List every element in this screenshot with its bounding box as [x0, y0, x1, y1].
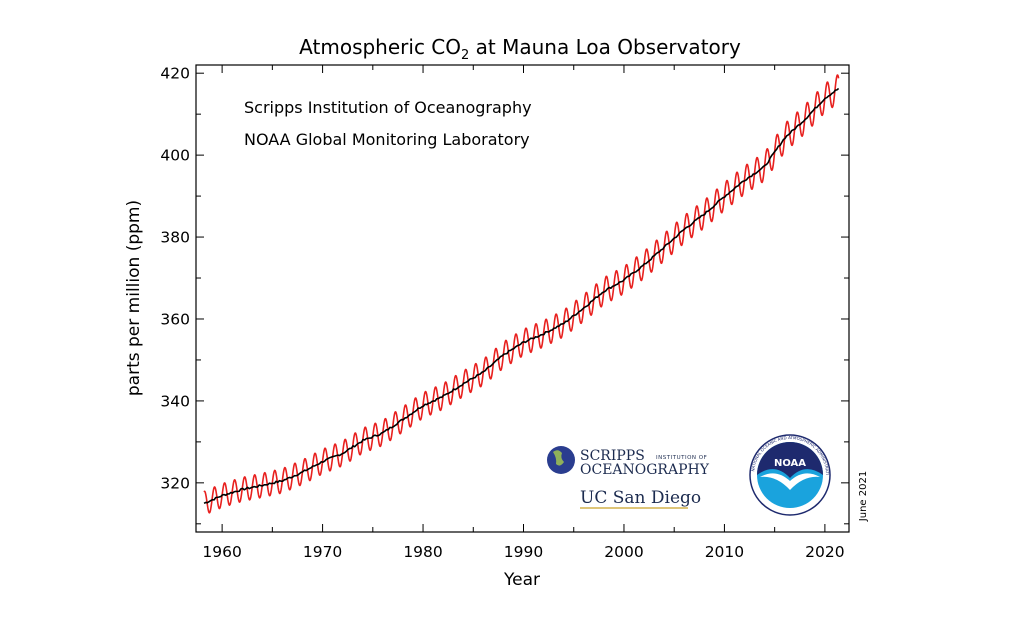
y-tick-label: 400 [160, 147, 190, 165]
y-tick-label: 360 [160, 310, 190, 328]
x-tick-label: 2000 [604, 543, 643, 561]
y-tick-label: 320 [160, 474, 190, 492]
chart-title: Atmospheric CO2 at Mauna Loa Observatory [299, 35, 741, 63]
chart-title-subscript: 2 [461, 48, 469, 63]
noaa-seal-word: NOAA [774, 458, 806, 469]
y-tick-label: 340 [160, 392, 190, 410]
date-note: June 2021 [858, 471, 869, 522]
scripps-logo: SCRIPPS INSTITUTION OF OCEANOGRAPHY UC S… [547, 446, 710, 509]
y-tick-label: 380 [160, 229, 190, 247]
plot-frame [195, 64, 850, 533]
y-tick-labels: 320 340 360 380 400 420 [160, 65, 190, 493]
x-tick-label: 2010 [705, 543, 744, 561]
noaa-bird-icon [760, 473, 820, 490]
x-tick-labels: 1960 1970 1980 1990 2000 2010 2020 [202, 543, 844, 561]
annotation-scripps: Scripps Institution of Oceanography [244, 98, 532, 117]
x-axis-label: Year [503, 570, 540, 590]
scripps-name-line1: SCRIPPS [580, 448, 645, 464]
scripps-name-line2: OCEANOGRAPHY [580, 462, 710, 478]
x-tick-label: 1960 [202, 543, 241, 561]
trend-co2-line [203, 87, 840, 505]
y-axis-label: parts per million (ppm) [124, 200, 144, 396]
series-group [203, 74, 840, 514]
x-tick-label: 1980 [403, 543, 442, 561]
axis-ticks [196, 65, 849, 532]
y-tick-label: 420 [160, 65, 190, 83]
scripps-name-small: INSTITUTION OF [656, 455, 707, 461]
chart-title-rest: at Mauna Loa Observatory [469, 35, 741, 59]
ucsd-logo-text: UC San Diego [580, 488, 701, 508]
noaa-seal-navy-top [757, 442, 823, 478]
x-tick-label: 1990 [504, 543, 543, 561]
annotation-noaa: NOAA Global Monitoring Laboratory [244, 130, 530, 149]
x-tick-label: 2020 [805, 543, 844, 561]
monthly-co2-line [203, 74, 840, 514]
scripps-globe-land-icon [553, 450, 564, 466]
x-tick-label: 1970 [303, 543, 342, 561]
chart-title-main: Atmospheric CO [299, 35, 461, 59]
